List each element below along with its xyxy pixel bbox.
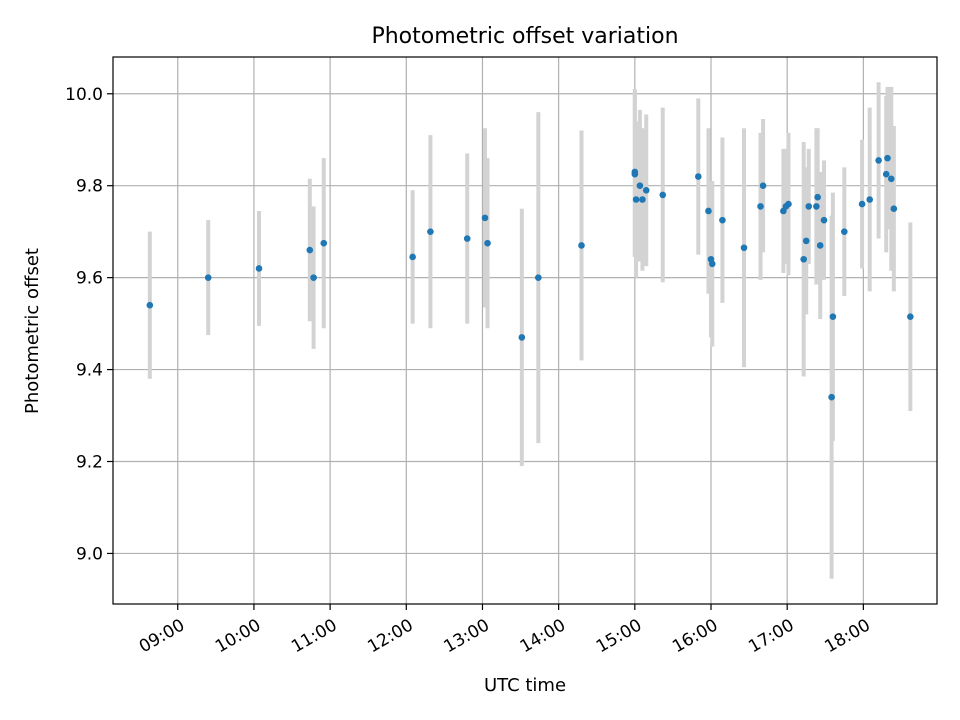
data-point — [310, 274, 317, 281]
data-point — [578, 242, 585, 249]
data-point — [409, 253, 416, 261]
y-tick-label: 9.2 — [76, 453, 103, 473]
data-point — [427, 228, 434, 235]
y-tick-label: 10.0 — [65, 85, 103, 105]
data-point — [695, 173, 702, 180]
y-tick-label: 9.8 — [76, 177, 103, 197]
data-point — [659, 191, 667, 199]
data-point — [785, 200, 792, 208]
data-point — [884, 154, 891, 162]
data-point — [802, 237, 810, 245]
data-point — [632, 196, 640, 203]
points-layer — [146, 154, 914, 401]
data-point — [757, 203, 764, 210]
data-point — [800, 255, 807, 263]
data-point — [146, 301, 154, 309]
data-point — [719, 216, 726, 224]
data-point — [708, 260, 716, 268]
data-point — [484, 239, 491, 247]
data-point — [639, 196, 646, 203]
data-point — [535, 274, 542, 281]
y-axis-label: Photometric offset — [22, 248, 43, 414]
data-point — [481, 214, 489, 222]
data-point — [759, 182, 767, 190]
data-point — [882, 170, 890, 178]
y-tick-label: 9.4 — [76, 361, 103, 381]
data-point — [841, 228, 848, 235]
chart-title: Photometric offset variation — [371, 24, 678, 49]
data-point — [740, 244, 748, 252]
data-point — [813, 203, 820, 210]
data-point — [828, 393, 835, 401]
data-point — [636, 182, 644, 190]
y-tick-label: 9.0 — [76, 544, 103, 564]
x-axis-label: UTC time — [484, 675, 566, 696]
data-point — [306, 246, 314, 254]
data-point — [907, 313, 914, 321]
data-point — [820, 216, 828, 224]
data-point — [518, 334, 526, 341]
data-point — [875, 157, 882, 164]
data-point — [463, 235, 471, 242]
grid-layer — [113, 57, 937, 604]
data-point — [816, 242, 824, 249]
data-point — [204, 274, 212, 281]
data-point — [255, 265, 263, 272]
data-point — [866, 196, 874, 203]
data-point — [814, 193, 821, 201]
data-point — [631, 170, 639, 178]
data-point — [829, 313, 837, 321]
data-point — [858, 200, 866, 208]
data-point — [887, 175, 895, 183]
data-point — [890, 205, 898, 212]
y-tick-label: 9.6 — [76, 269, 103, 289]
data-point — [642, 187, 650, 194]
data-point — [805, 203, 813, 210]
data-point — [320, 239, 328, 247]
data-point — [705, 207, 712, 215]
plot-frame — [112, 56, 938, 605]
